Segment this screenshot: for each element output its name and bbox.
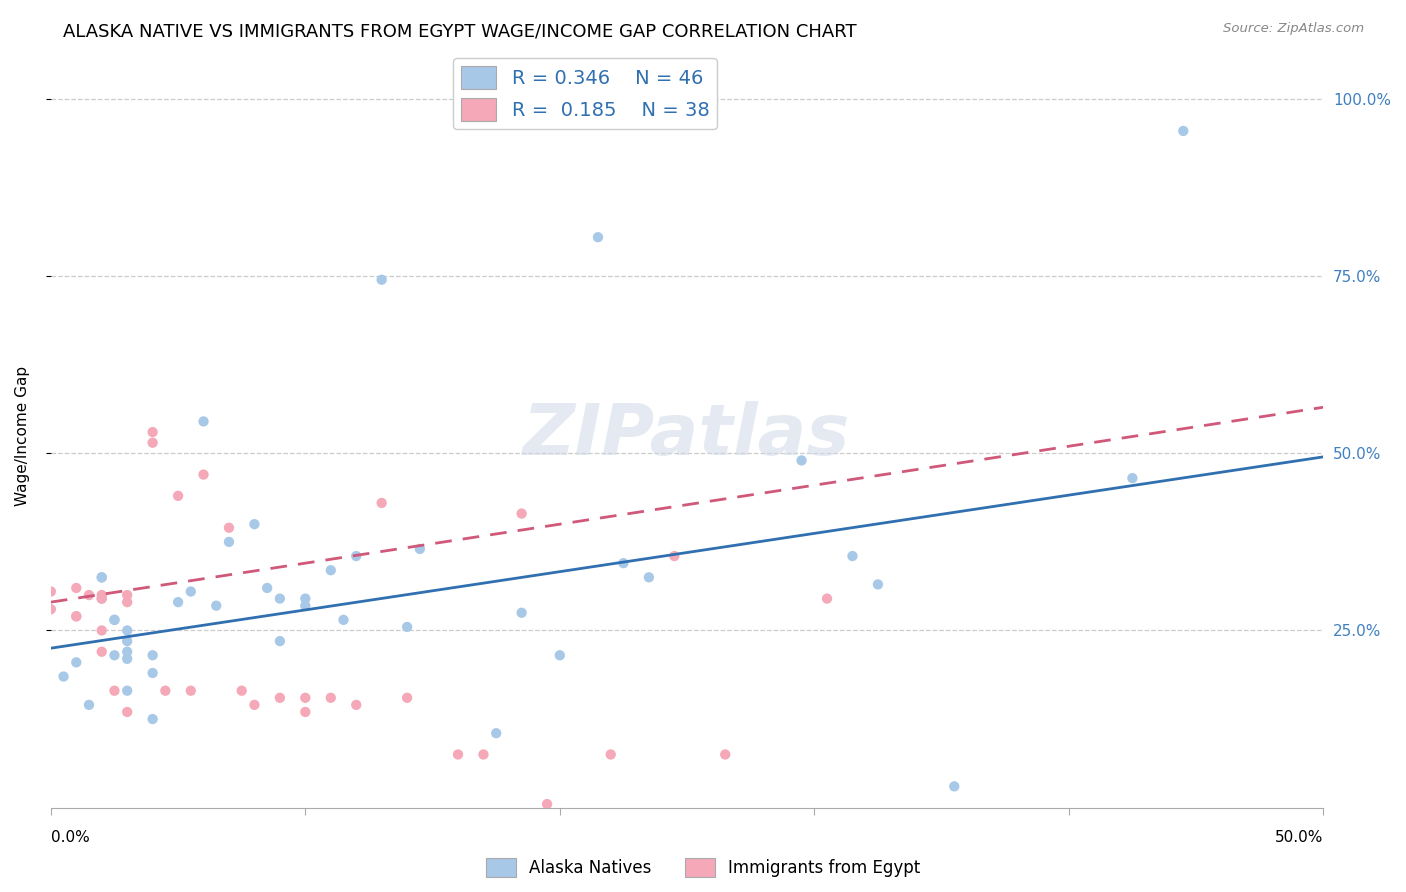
Point xyxy=(510,606,533,620)
Point xyxy=(612,556,634,570)
Point xyxy=(269,690,291,705)
Point xyxy=(142,665,165,680)
Point xyxy=(115,624,138,638)
Point xyxy=(815,591,838,606)
Text: 0.0%: 0.0% xyxy=(51,830,90,845)
Point xyxy=(180,683,202,698)
Point xyxy=(115,634,138,648)
Point xyxy=(52,669,75,683)
Point xyxy=(269,634,291,648)
Point xyxy=(193,467,215,482)
Point xyxy=(409,541,432,556)
Point xyxy=(90,588,112,602)
Point xyxy=(115,645,138,659)
Legend: Alaska Natives, Immigrants from Egypt: Alaska Natives, Immigrants from Egypt xyxy=(479,851,927,884)
Point xyxy=(243,698,266,712)
Point xyxy=(344,549,367,563)
Point xyxy=(218,535,240,549)
Point xyxy=(65,656,87,670)
Point xyxy=(115,588,138,602)
Text: Source: ZipAtlas.com: Source: ZipAtlas.com xyxy=(1223,22,1364,36)
Point xyxy=(65,609,87,624)
Point xyxy=(294,591,316,606)
Text: ALASKA NATIVE VS IMMIGRANTS FROM EGYPT WAGE/INCOME GAP CORRELATION CHART: ALASKA NATIVE VS IMMIGRANTS FROM EGYPT W… xyxy=(63,22,856,40)
Point xyxy=(218,521,240,535)
Point xyxy=(205,599,228,613)
Point xyxy=(180,584,202,599)
Point xyxy=(115,683,138,698)
Point xyxy=(167,489,190,503)
Point xyxy=(90,624,112,638)
Point xyxy=(142,648,165,663)
Point xyxy=(319,690,342,705)
Point xyxy=(396,620,419,634)
Point xyxy=(115,595,138,609)
Point xyxy=(396,690,419,705)
Point xyxy=(77,698,100,712)
Point xyxy=(943,780,966,794)
Point xyxy=(548,648,571,663)
Point xyxy=(510,507,533,521)
Point xyxy=(90,591,112,606)
Point xyxy=(1121,471,1143,485)
Point xyxy=(231,683,253,698)
Point xyxy=(193,414,215,428)
Point xyxy=(1173,124,1195,138)
Point xyxy=(294,690,316,705)
Point xyxy=(790,453,813,467)
Point xyxy=(103,613,125,627)
Point xyxy=(370,273,392,287)
Point xyxy=(536,797,558,811)
Point xyxy=(344,698,367,712)
Point xyxy=(90,591,112,606)
Point xyxy=(485,726,508,740)
Point xyxy=(256,581,278,595)
Point xyxy=(90,570,112,584)
Point xyxy=(39,584,62,599)
Point xyxy=(90,645,112,659)
Point xyxy=(90,570,112,584)
Point xyxy=(319,563,342,577)
Point xyxy=(65,581,87,595)
Legend: R = 0.346    N = 46, R =  0.185    N = 38: R = 0.346 N = 46, R = 0.185 N = 38 xyxy=(453,59,717,128)
Point xyxy=(103,648,125,663)
Point xyxy=(155,683,177,698)
Text: ZIPatlas: ZIPatlas xyxy=(523,401,851,470)
Point xyxy=(866,577,889,591)
Point xyxy=(39,602,62,616)
Point xyxy=(167,595,190,609)
Point xyxy=(638,570,661,584)
Point xyxy=(103,683,125,698)
Point xyxy=(294,705,316,719)
Point xyxy=(370,496,392,510)
Point xyxy=(472,747,495,762)
Point xyxy=(103,613,125,627)
Point xyxy=(65,609,87,624)
Point xyxy=(142,712,165,726)
Y-axis label: Wage/Income Gap: Wage/Income Gap xyxy=(15,366,30,506)
Point xyxy=(599,747,621,762)
Point xyxy=(269,591,291,606)
Point xyxy=(714,747,737,762)
Point xyxy=(294,599,316,613)
Point xyxy=(142,435,165,450)
Point xyxy=(142,425,165,439)
Point xyxy=(243,517,266,532)
Point xyxy=(115,652,138,666)
Point xyxy=(586,230,609,244)
Point xyxy=(115,705,138,719)
Point xyxy=(77,588,100,602)
Point xyxy=(664,549,686,563)
Point xyxy=(447,747,470,762)
Text: 50.0%: 50.0% xyxy=(1275,830,1323,845)
Point xyxy=(841,549,863,563)
Point xyxy=(332,613,354,627)
